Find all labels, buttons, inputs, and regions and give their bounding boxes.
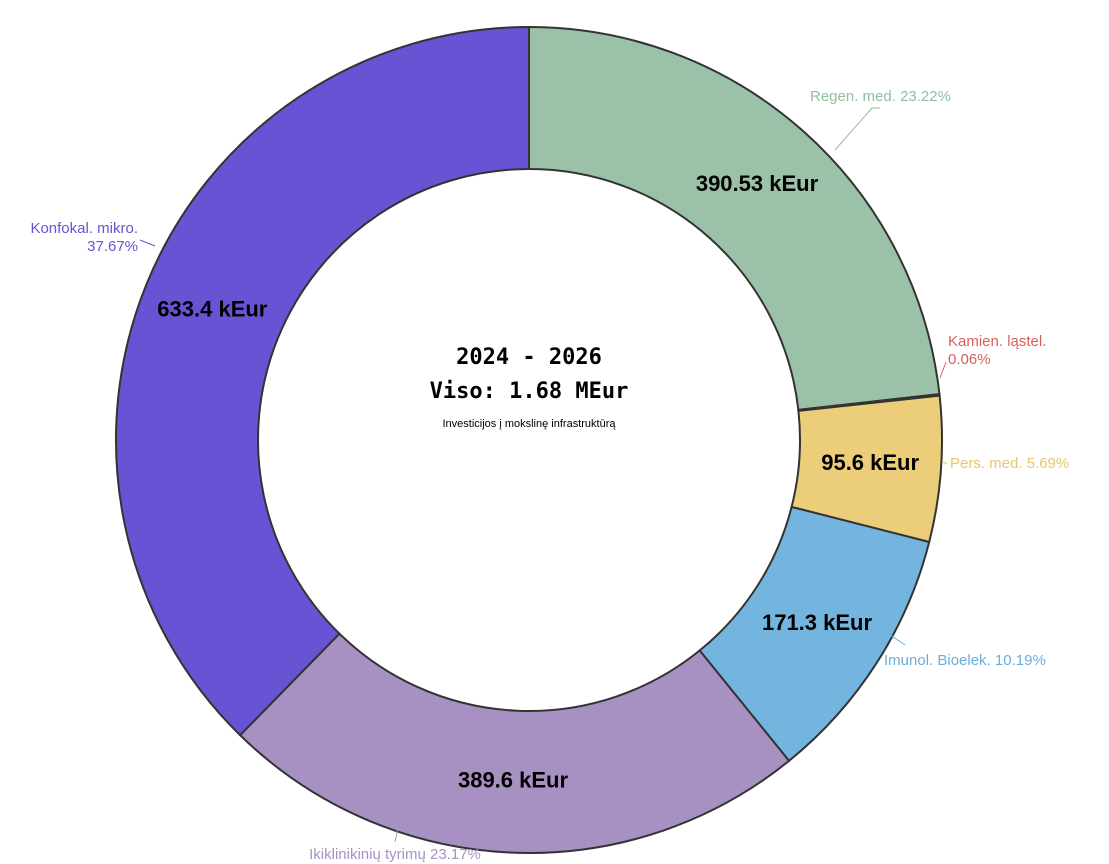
percent-label: 0.06% [948, 351, 991, 368]
category-label: Pers. med. [950, 455, 1023, 472]
category-label: Regen. med. [810, 88, 896, 105]
percent-label: 23.22% [900, 88, 951, 105]
value-label: 171.3 kEur [762, 610, 873, 635]
value-label: 95.6 kEur [821, 450, 919, 475]
leader-line [942, 461, 948, 465]
slice-label: Pers. med. 5.69% [950, 455, 1109, 473]
percent-label: 23.17% [430, 846, 481, 863]
slice-label: Konfokal. mikro. 37.67% [8, 220, 138, 256]
value-labels: 390.53 kEur 95.6 kEur 171.3 kEur 389.6 kEur… [157, 171, 919, 793]
leader-line [939, 361, 947, 379]
center-total: Viso: 1.68 MEur [430, 379, 629, 404]
slice-label: Kamien. ląstel. 0.06% [948, 333, 1068, 369]
value-label: 633.4 kEur [157, 297, 268, 322]
slice-label: Regen. med. 23.22% [810, 88, 1010, 106]
slice [238, 632, 791, 854]
leader-line [139, 239, 156, 247]
percent-label: 5.69% [1026, 455, 1070, 472]
percent-label: 37.67% [87, 238, 138, 255]
slice-label: Ikiklinikinių tyrimų 23.17% [275, 846, 515, 864]
slice [115, 25, 530, 737]
value-label: 389.6 kEur [458, 767, 569, 792]
category-label: Imunol. Bioelek. [884, 652, 991, 669]
leader-line [394, 817, 401, 843]
category-label: Kamien. ląstel. [948, 333, 1047, 350]
slice-label: Imunol. Bioelek. 10.19% [884, 652, 1104, 670]
slice [528, 25, 941, 411]
slices [115, 25, 943, 854]
category-label: Ikiklinikinių tyrimų [309, 846, 426, 863]
leader-line [879, 627, 906, 646]
leader-line [834, 107, 880, 151]
value-label: 390.53 kEur [696, 171, 819, 196]
center-subtitle: Investicijos į mokslinę infrastruktūrą [442, 418, 616, 430]
center-title: 2024 - 2026 [456, 345, 602, 370]
percent-label: 10.19% [994, 652, 1046, 669]
category-label: Konfokal. mikro. [30, 220, 138, 237]
